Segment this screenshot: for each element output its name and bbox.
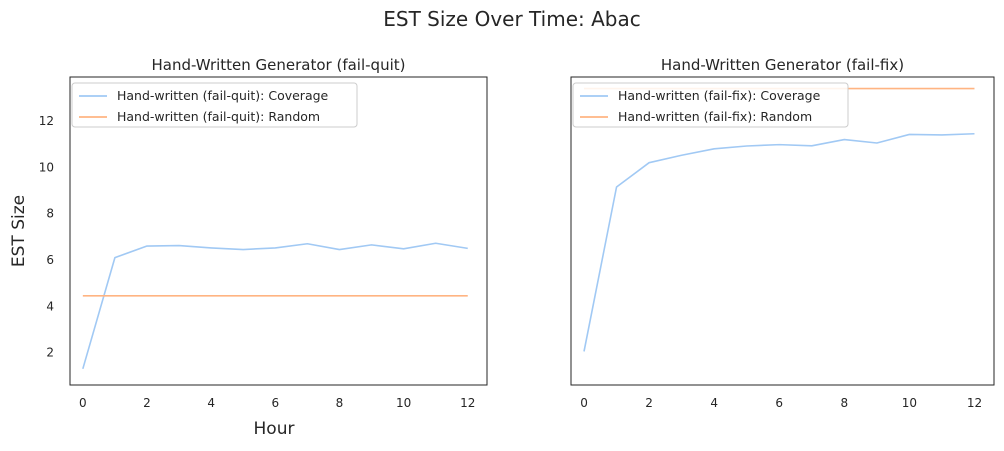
legend-box	[71, 82, 358, 128]
x-tick-label: 4	[710, 396, 718, 410]
y-tick-label: 2	[46, 346, 54, 360]
x-tick-label: 10	[902, 396, 917, 410]
y-tick-label: 10	[39, 160, 54, 174]
legend-label: Hand-written (fail-quit): Coverage	[117, 88, 329, 103]
x-tick-label: 2	[143, 396, 151, 410]
legend: Hand-written (fail-quit): Coverage Hand-w…	[71, 82, 358, 128]
x-tick-label: 2	[645, 396, 653, 410]
x-tick-label: 10	[396, 396, 411, 410]
x-tick-label: 12	[967, 396, 982, 410]
plot-frame	[570, 76, 995, 386]
panels: Hand-Written Generator (fail-quit) 0 2 4 6 8 1…	[39, 56, 995, 410]
x-tick-label: 6	[271, 396, 279, 410]
x-tick-label: 12	[460, 396, 475, 410]
series-line-coverage	[82, 242, 468, 370]
panel-1: Hand-Written Generator (fail-quit) 0 2 4 6 8 1…	[39, 56, 488, 410]
plot-frame	[69, 76, 488, 386]
y-tick-label: 4	[46, 299, 54, 313]
panel-2: Hand-Written Generator (fail-fix) 0 2 4 6 8 10…	[570, 56, 995, 410]
x-tick-label: 0	[79, 396, 87, 410]
y-tick-label: 8	[46, 207, 54, 221]
legend-label: Hand-written (fail-quit): Random	[117, 109, 320, 124]
x-tick-label: 0	[580, 396, 588, 410]
x-tick-label: 6	[775, 396, 783, 410]
legend: Hand-written (fail-fix): Coverage Hand-wr…	[572, 82, 849, 128]
x-axis-label: Hour	[254, 419, 295, 439]
x-tick-label: 8	[336, 396, 344, 410]
series-line-coverage	[583, 132, 975, 352]
panel-2-title: Hand-Written Generator (fail-fix)	[661, 56, 904, 74]
legend-label: Hand-written (fail-fix): Random	[618, 109, 812, 124]
panel-1-title: Hand-Written Generator (fail-quit)	[151, 56, 405, 74]
y-tick-label: 6	[46, 253, 54, 267]
legend-label: Hand-written (fail-fix): Coverage	[618, 88, 821, 103]
figure-title: EST Size Over Time: Abac	[383, 7, 640, 31]
legend-box	[572, 82, 849, 128]
y-axis-label: EST Size	[9, 195, 29, 267]
x-tick-label: 4	[207, 396, 215, 410]
x-tick-label: 8	[841, 396, 849, 410]
y-tick-label: 12	[39, 114, 54, 128]
